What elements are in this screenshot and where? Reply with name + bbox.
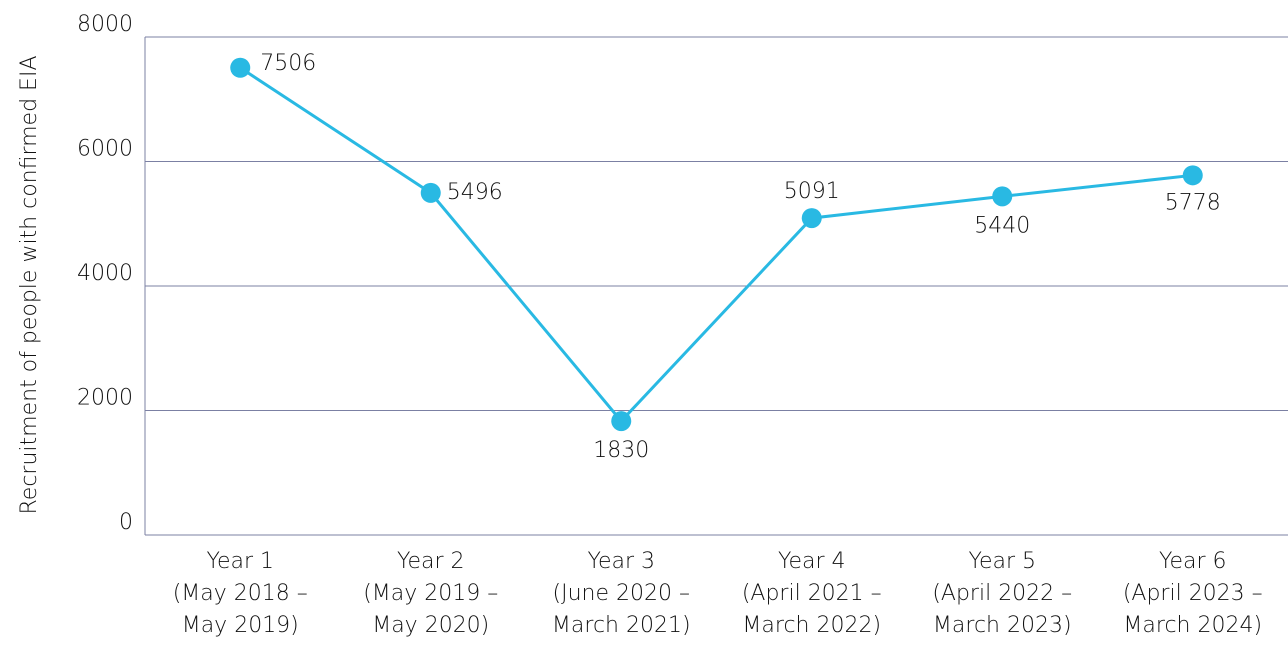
line: [239, 66, 1193, 424]
marker: [992, 186, 1013, 207]
data-label: 7506: [260, 51, 316, 76]
marker: [801, 208, 822, 229]
x-tick-label: Year 2 (May 2019 – May 2020): [363, 549, 498, 638]
x-tick-label: Year 1 (May 2018 – May 2019): [173, 549, 308, 638]
x-tick-label: Year 4 (April 2021 – March 2022): [742, 549, 882, 638]
marker: [1182, 165, 1203, 186]
data-label: 5496: [447, 180, 503, 205]
y-tick-label: 4000: [77, 261, 133, 286]
marker: [611, 411, 632, 432]
x-tick-label: Year 6 (April 2023 – March 2024): [1123, 549, 1263, 638]
data-label: 5778: [1165, 190, 1221, 215]
y-tick-label: 2000: [77, 386, 133, 411]
x-tick-label: Year 5 (April 2022 – March 2023): [932, 549, 1072, 638]
y-tick-label: 6000: [77, 137, 133, 162]
y-tick-label: 0: [119, 510, 133, 535]
data-label: 1830: [593, 438, 649, 463]
marker: [420, 182, 441, 203]
y-tick-label: 8000: [77, 12, 133, 37]
data-label: 5440: [974, 213, 1030, 238]
marker: [230, 57, 251, 78]
x-tick-label: Year 3 (June 2020 – March 2021): [552, 549, 691, 638]
y-axis-label: Recruitment of people with confirmed EIA: [17, 56, 42, 515]
data-label: 5091: [784, 179, 840, 204]
